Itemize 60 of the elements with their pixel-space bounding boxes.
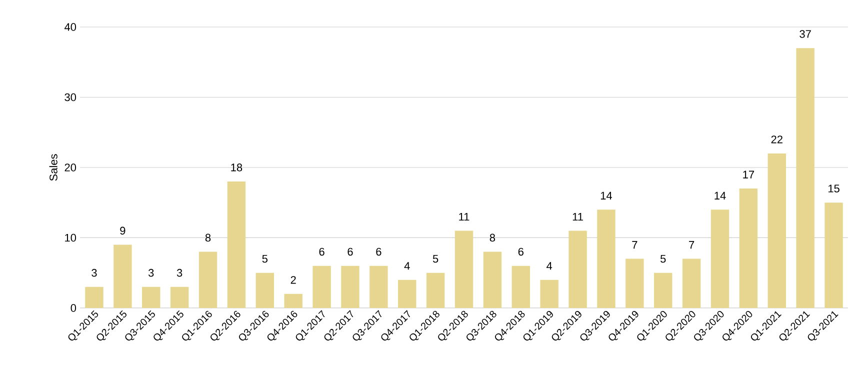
bar [170,286,189,308]
data-label: 9 [120,226,126,235]
bar [540,280,558,308]
bar [710,210,730,308]
bar [768,153,786,308]
data-label: 5 [660,254,666,263]
y-tick-label: 40 [64,23,76,31]
bar [341,266,360,308]
bar [682,258,701,308]
y-tick-label: 20 [64,164,76,172]
data-label: 14 [600,192,612,200]
bar [568,230,587,308]
data-label: 3 [92,268,97,277]
bar [483,252,502,308]
bar [739,188,758,308]
bar [654,272,672,308]
bar [284,294,302,308]
bar [114,244,132,308]
data-label: 11 [459,212,470,221]
data-label: 6 [518,248,524,256]
bar [824,202,843,308]
y-axis-title: Sales [49,154,58,181]
data-label: 22 [771,136,782,144]
bar [227,182,246,308]
bar [312,266,331,308]
data-label: 11 [572,212,583,221]
bar [626,258,644,308]
data-label: 8 [490,234,496,242]
bar [142,286,160,308]
bar [512,266,530,308]
data-label: 4 [546,262,552,270]
bar [85,286,104,308]
data-label: 6 [348,248,353,256]
y-tick-label: 10 [65,234,76,242]
data-label: 15 [828,184,840,192]
data-label: 18 [231,164,242,172]
data-label: 6 [319,248,324,256]
data-label: 37 [800,30,811,38]
bar [426,272,445,308]
bar [454,230,474,308]
bar [796,48,814,308]
data-label: 6 [376,248,382,256]
bar [256,272,274,308]
y-tick-label: 30 [64,93,76,102]
y-tick-label: 0 [70,304,76,312]
data-label: 3 [176,268,182,277]
data-label: 4 [404,262,410,270]
bar [398,280,416,308]
data-label: 3 [148,268,154,277]
data-label: 5 [432,254,438,263]
data-label: 7 [689,241,694,249]
data-label: 7 [632,241,638,249]
data-label: 2 [290,276,296,284]
data-label: 17 [743,170,754,178]
bar [370,266,388,308]
bar [597,210,616,308]
bar [198,252,218,308]
data-label: 5 [262,254,268,263]
data-label: 8 [205,234,211,242]
data-label: 14 [714,192,726,200]
